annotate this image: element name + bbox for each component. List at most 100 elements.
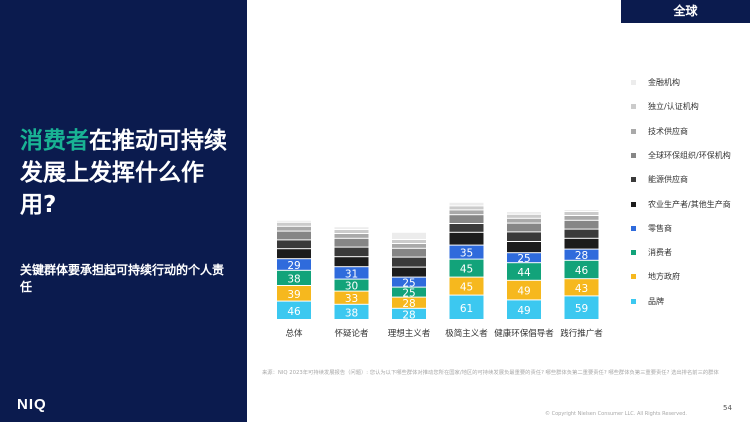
bar-value-label: 49 (517, 305, 530, 317)
page-number: 54 (723, 404, 732, 412)
legend-label: 金融机构 (648, 78, 680, 87)
page-title: 消费者在推动可持续发展上发挥什么作用? (20, 125, 240, 221)
bar-segment (334, 267, 369, 279)
bar-value-label: 28 (402, 298, 415, 310)
bar-segment (392, 308, 426, 319)
legend-swatch (631, 128, 636, 134)
left-panel: 消费者在推动可持续发展上发挥什么作用? 关键群体要承担起可持续行动的个人责任 N… (0, 0, 247, 422)
bar-segment (564, 238, 599, 249)
bar-segment (392, 244, 426, 248)
legend-label: 品牌 (648, 296, 664, 306)
legend-label: 独立/认证机构 (648, 102, 699, 112)
bar-segment (564, 296, 599, 319)
bar-segment (277, 249, 311, 259)
bar-value-label: 25 (402, 278, 415, 290)
legend-label: 技术供应商 (648, 126, 688, 136)
bar-segment (449, 277, 484, 295)
title-accent: 消费者 (20, 128, 89, 154)
bar-segment (564, 220, 599, 229)
bar-segment (507, 218, 541, 223)
copyright: © Copyright Nielsen Consumer LLC. All Ri… (545, 411, 687, 417)
bar-segment (334, 230, 369, 233)
bar-value-label: 38 (287, 273, 300, 285)
bar-value-label: 25 (402, 288, 415, 300)
bar-segment (277, 270, 311, 285)
bar-segment (334, 279, 369, 291)
bar-segment (507, 223, 541, 232)
bar-segment (392, 287, 426, 297)
bar-segment (392, 240, 426, 243)
category-label: 怀疑论者 (334, 328, 369, 339)
bar-segment (507, 300, 541, 319)
bar-segment (507, 232, 541, 241)
bar-value-label: 29 (287, 260, 300, 272)
bar-segment (449, 259, 484, 277)
bar-segment (277, 220, 311, 222)
bar-value-label: 46 (287, 306, 301, 318)
bar-segment (564, 216, 599, 220)
bar-value-label: 45 (460, 264, 473, 276)
bar-value-label: 46 (575, 265, 589, 277)
bar-segment (564, 212, 599, 215)
bar-segment (277, 231, 311, 240)
bar-segment (449, 202, 484, 206)
bar-value-label: 49 (517, 286, 530, 298)
region-badge: 全球 (621, 0, 750, 23)
bar-segment (334, 227, 369, 229)
bar-segment (449, 210, 484, 215)
bar-segment (449, 206, 484, 210)
source-footnote: 来源：NIQ 2023年可持续发展报告（问题）: 您认为以下哪些群体对推动您所在… (262, 370, 719, 376)
bar-value-label: 35 (460, 248, 473, 260)
bar-segment (507, 212, 541, 214)
bar-segment (449, 295, 484, 319)
bar-segment (507, 263, 541, 280)
bar-segment (334, 304, 369, 319)
bar-segment (449, 245, 484, 259)
bar-segment (449, 232, 484, 245)
stacked-bar-chart: 46393829总体38333031怀疑论者28282525理想主义者61454… (277, 202, 603, 339)
bar-value-label: 44 (517, 267, 531, 279)
bar-segment (277, 286, 311, 301)
bar-segment (334, 234, 369, 238)
bar-segment (334, 291, 369, 304)
legend-swatch (631, 152, 636, 158)
bar-segment (449, 215, 484, 223)
bar-segment (392, 277, 426, 287)
bar-segment (392, 248, 426, 257)
bar-segment (277, 259, 311, 270)
legend-swatch (631, 104, 636, 110)
legend-swatch (631, 225, 636, 231)
niq-logo: NIQ (17, 396, 47, 413)
bar-segment (392, 297, 426, 308)
legend-label: 零售商 (648, 223, 672, 233)
bar-segment (392, 267, 426, 277)
legend-label: 全球环保组织/环保机构 (648, 150, 731, 160)
legend-label: 能源供应商 (648, 175, 688, 185)
bar-value-label: 61 (460, 303, 473, 315)
bar-value-label: 30 (345, 281, 358, 293)
bar-value-label: 38 (345, 307, 358, 319)
bar-segment (507, 253, 541, 263)
bar-value-label: 28 (575, 250, 588, 262)
title-rest: 在推动可持续发展上发挥什么作用? (20, 128, 227, 218)
bar-value-label: 43 (575, 283, 588, 295)
category-label: 践行推广者 (560, 328, 603, 339)
bar-value-label: 25 (517, 253, 530, 265)
bar-segment (507, 214, 541, 218)
bar-segment (392, 257, 426, 267)
bar-value-label: 45 (460, 282, 473, 294)
legend-swatch (631, 80, 636, 85)
bar-segment (564, 260, 599, 279)
bar-value-label: 28 (402, 309, 415, 321)
bar-segment (449, 224, 484, 232)
legend-swatch (631, 201, 636, 207)
bar-value-label: 59 (575, 303, 588, 315)
legend-swatch (631, 298, 636, 304)
bar-segment (334, 247, 369, 257)
bar-value-label: 39 (287, 289, 300, 301)
bar-segment (277, 226, 311, 231)
legend-swatch (631, 274, 636, 280)
category-label: 总体 (285, 328, 303, 339)
legend-label: 农业生产者/其他生产商 (648, 199, 731, 209)
legend-swatch (631, 250, 636, 256)
